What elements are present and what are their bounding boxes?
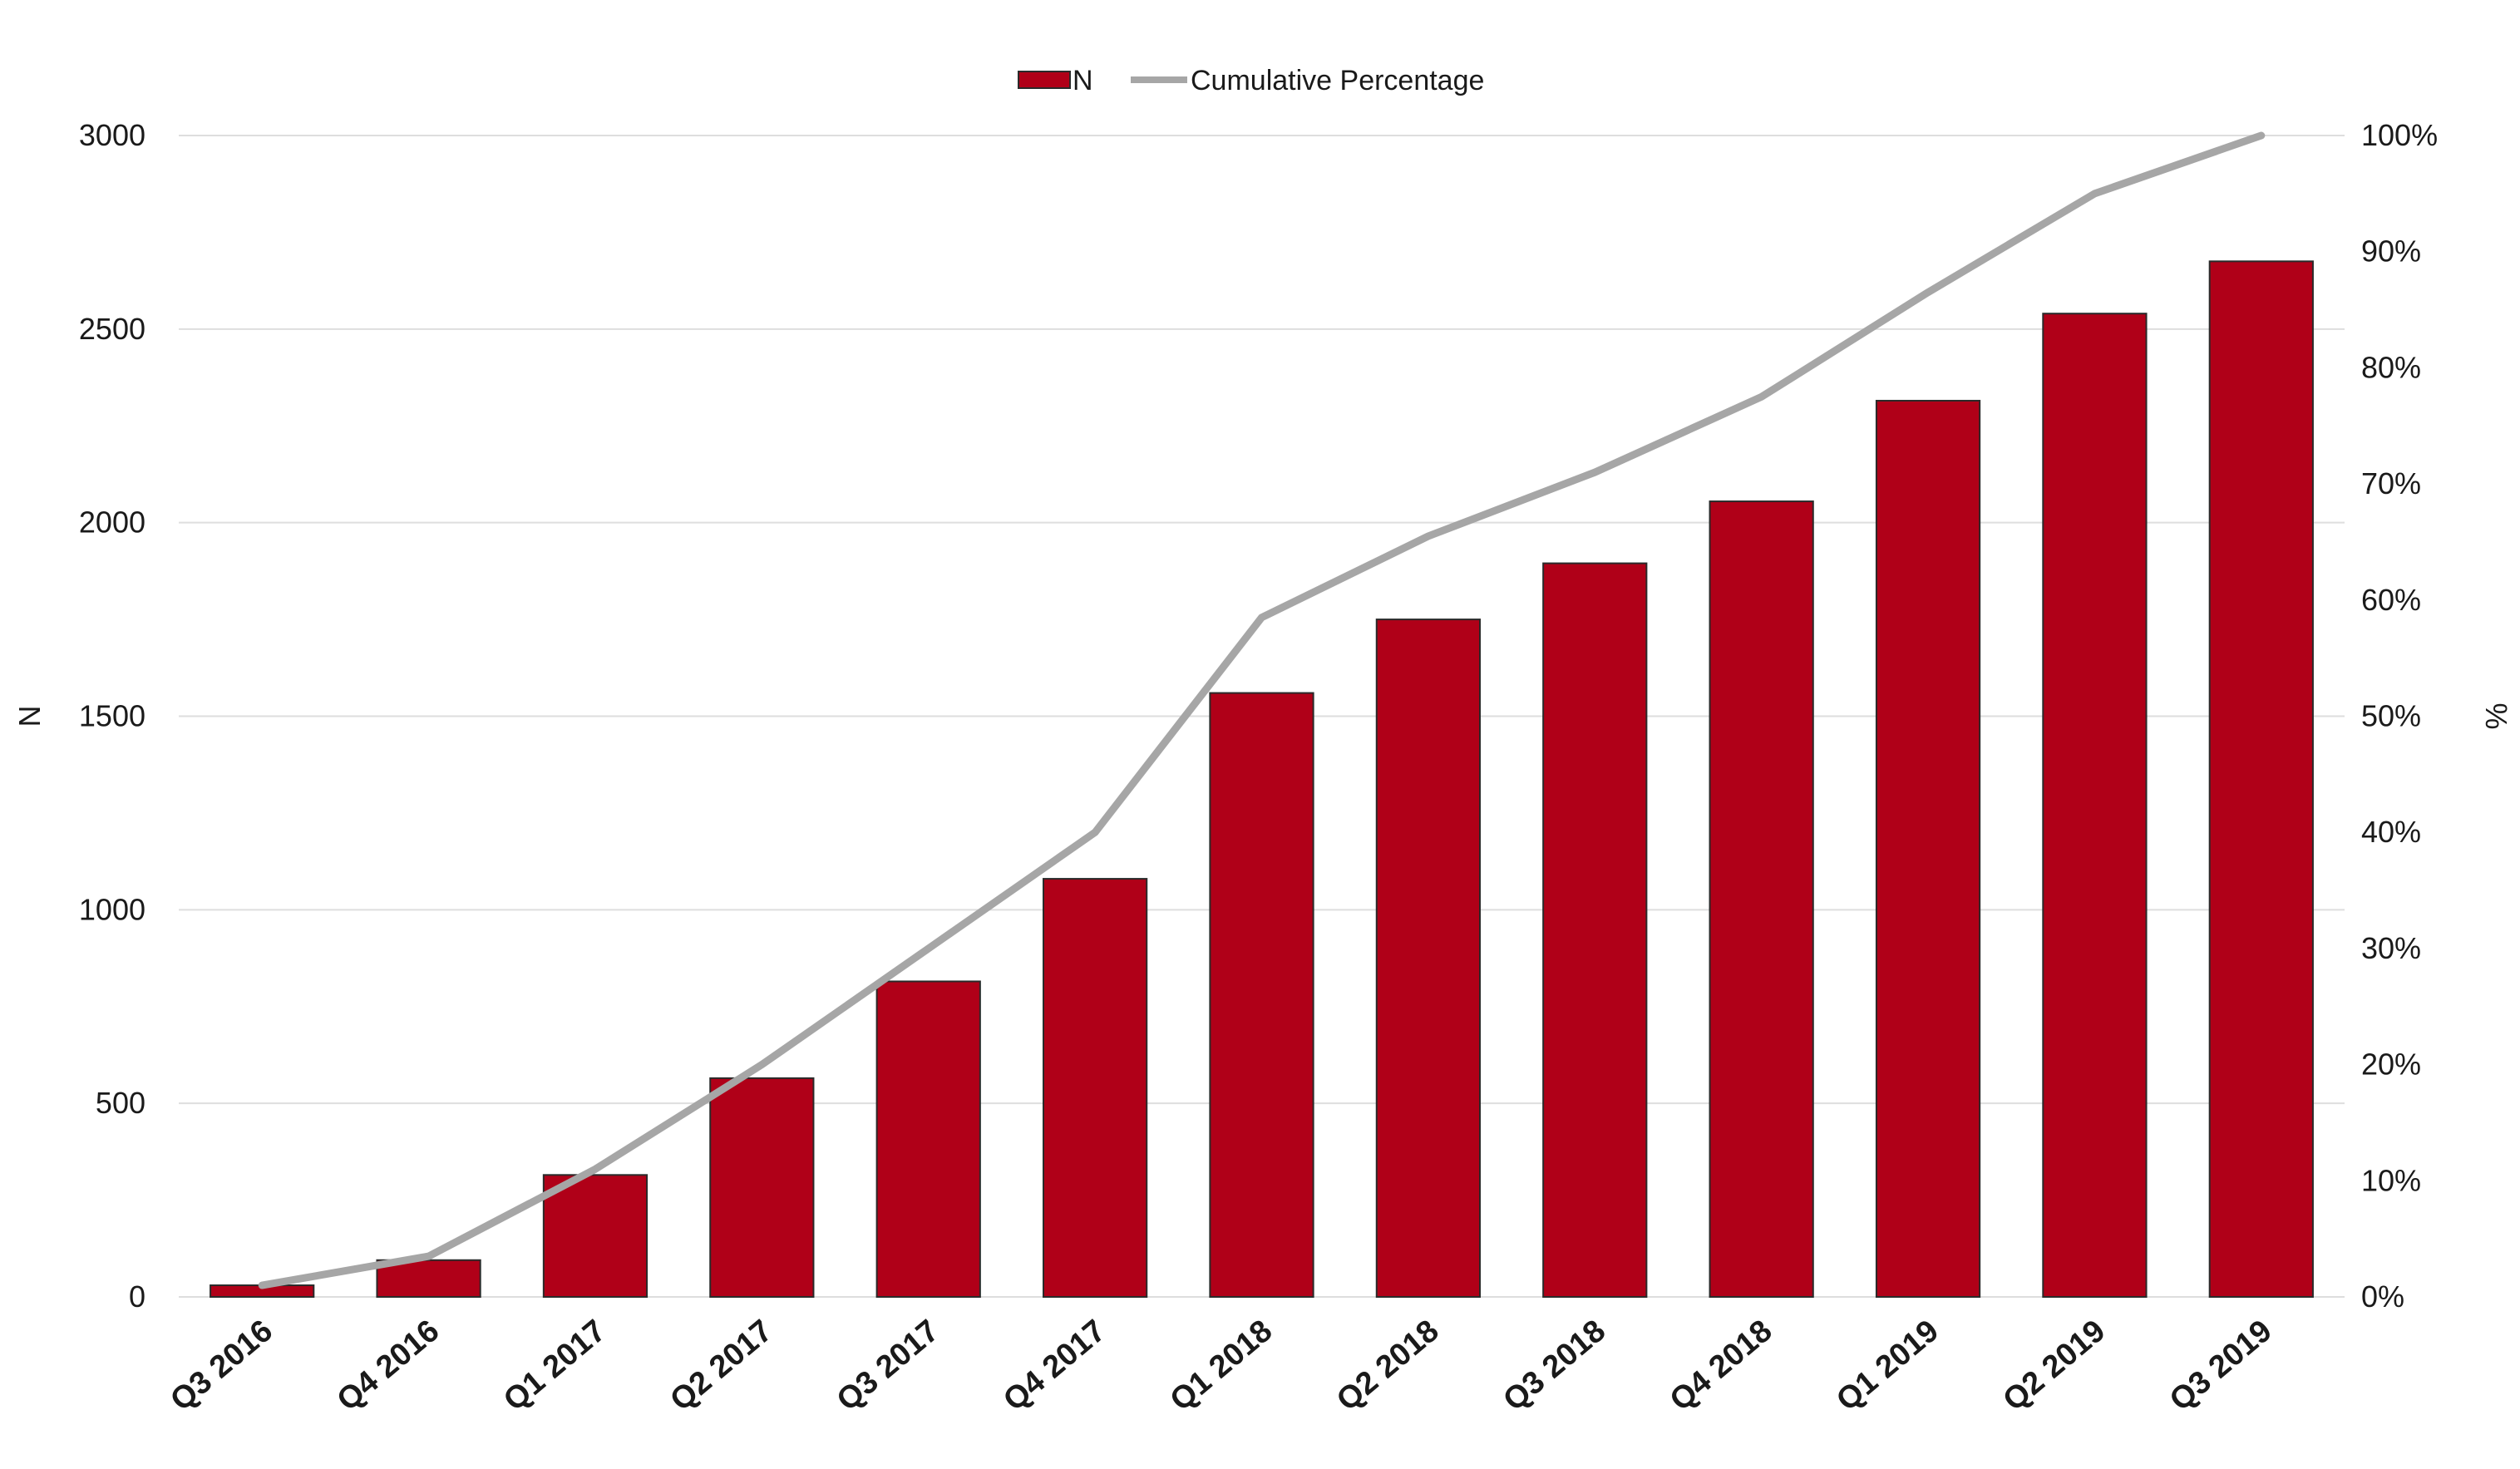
left-tick-label: 500	[96, 1086, 145, 1120]
x-tick-label: Q4 2017	[997, 1314, 1112, 1418]
right-tick-label: 0%	[2361, 1279, 2404, 1314]
y-axis-title-right: %	[2479, 702, 2513, 729]
legend: N Cumulative Percentage	[1018, 65, 1484, 96]
x-tick-label: Q1 2018	[1164, 1314, 1280, 1418]
right-tick-label: 80%	[2361, 350, 2421, 384]
x-tick-label: Q4 2016	[331, 1314, 446, 1418]
cumulative-percentage-line	[258, 131, 2266, 1289]
bar	[1542, 562, 1648, 1298]
right-axis-ticks: 0% 10% 20% 30% 40% 50% 60% 70% 80% 90% 100%	[2361, 118, 2438, 1314]
x-tick-label: Q2 2019	[1997, 1314, 2113, 1418]
right-tick-label: 20%	[2361, 1048, 2421, 1082]
x-tick-label: Q2 2018	[1330, 1314, 1446, 1418]
legend-label-n: N	[1073, 65, 1093, 96]
right-tick-label: 40%	[2361, 815, 2421, 849]
bar	[1209, 692, 1314, 1298]
right-tick-label: 60%	[2361, 583, 2421, 617]
bar	[1709, 500, 1814, 1298]
right-tick-label: 70%	[2361, 466, 2421, 500]
x-tick-label: Q2 2017	[663, 1314, 779, 1418]
x-tick-label: Q3 2018	[1497, 1314, 1612, 1418]
bar	[2208, 260, 2314, 1298]
left-tick-label: 2000	[79, 505, 145, 540]
legend-swatch-n	[1018, 71, 1071, 89]
bar	[542, 1174, 648, 1298]
x-tick-label: Q1 2017	[497, 1314, 613, 1418]
left-axis-ticks: 0 500 1000 1500 2000 2500 3000	[79, 118, 145, 1314]
left-tick-label: 1000	[79, 892, 145, 926]
legend-label-cumulative: Cumulative Percentage	[1191, 65, 1484, 96]
x-tick-label: Q1 2019	[1830, 1314, 1945, 1418]
bar	[1042, 878, 1148, 1298]
left-tick-label: 0	[129, 1279, 145, 1314]
bar	[2042, 313, 2148, 1298]
x-tick-label: Q3 2017	[831, 1314, 946, 1418]
bar-series	[210, 260, 2314, 1299]
right-tick-label: 100%	[2361, 118, 2438, 152]
x-tick-label: Q3 2019	[2163, 1314, 2279, 1418]
x-tick-label: Q3 2016	[164, 1314, 279, 1418]
right-tick-label: 10%	[2361, 1163, 2421, 1197]
bar	[709, 1077, 815, 1298]
left-tick-label: 3000	[79, 118, 145, 152]
bar	[376, 1259, 481, 1299]
left-tick-label: 2500	[79, 312, 145, 346]
x-tick-label: Q4 2018	[1664, 1314, 1779, 1418]
y-axis-title-left: N	[12, 706, 47, 727]
right-tick-label: 90%	[2361, 234, 2421, 269]
line-series	[258, 131, 2266, 1289]
right-tick-label: 30%	[2361, 931, 2421, 965]
bar	[1875, 399, 1981, 1298]
bar	[1375, 619, 1482, 1298]
right-tick-label: 50%	[2361, 699, 2421, 733]
left-tick-label: 1500	[79, 699, 145, 733]
bar	[875, 980, 981, 1299]
x-axis-ticks: Q3 2016 Q4 2016 Q1 2017 Q2 2017 Q3 2017 Q4 20…	[164, 1314, 2278, 1418]
